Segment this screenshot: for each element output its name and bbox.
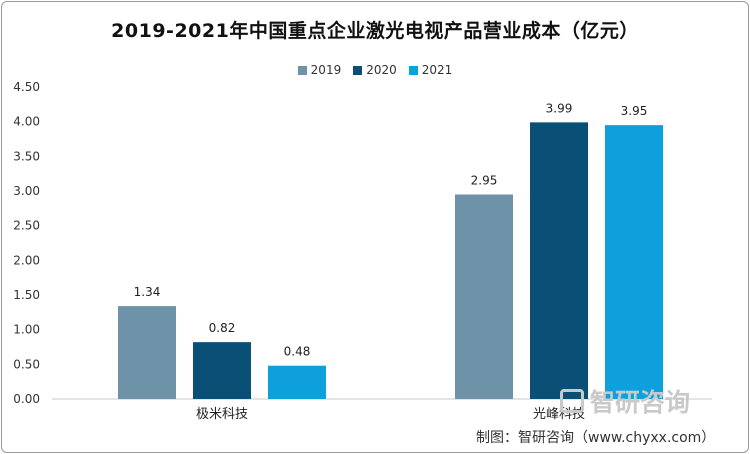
legend-swatch-2020 bbox=[353, 65, 363, 75]
x-tick-label: 极米科技 bbox=[196, 407, 248, 422]
bar-2019 bbox=[118, 306, 176, 399]
chart-title: 2019-2021年中国重点企业激光电视产品营业成本（亿元） bbox=[111, 20, 639, 42]
y-tick-label: 3.00 bbox=[13, 184, 40, 198]
legend-item-2019: 2019 bbox=[297, 63, 342, 77]
legend-swatch-2019 bbox=[297, 65, 307, 75]
data-label: 3.99 bbox=[546, 101, 573, 115]
legend-label-2021: 2021 bbox=[421, 63, 453, 77]
watermark: 智研咨询 bbox=[560, 383, 690, 419]
data-label: 1.34 bbox=[134, 285, 161, 299]
y-tick-label: 1.00 bbox=[13, 323, 40, 337]
y-tick-label: 2.00 bbox=[13, 253, 40, 267]
bar-2021 bbox=[605, 125, 663, 399]
legend-swatch-2021 bbox=[408, 65, 418, 75]
data-label: 3.95 bbox=[621, 104, 648, 118]
watermark-logo-icon bbox=[560, 389, 584, 413]
bar-2020 bbox=[193, 342, 251, 399]
y-tick-label: 0.00 bbox=[13, 392, 40, 406]
legend-label-2019: 2019 bbox=[310, 63, 342, 77]
watermark-text: 智研咨询 bbox=[590, 388, 691, 417]
source-credit: 制图：智研咨询（www.chyxx.com） bbox=[476, 430, 716, 446]
y-tick-label: 3.50 bbox=[13, 149, 40, 163]
legend-label-2020: 2020 bbox=[366, 63, 397, 77]
y-tick-label: 1.50 bbox=[13, 288, 40, 302]
data-label: 2.95 bbox=[471, 173, 498, 187]
bar-2020 bbox=[530, 122, 588, 400]
y-tick-label: 4.50 bbox=[13, 80, 40, 94]
y-tick-label: 0.50 bbox=[13, 357, 40, 371]
legend: 2019 2020 2021 bbox=[0, 63, 750, 77]
bar-2019 bbox=[455, 194, 513, 399]
bar-2021 bbox=[268, 365, 326, 399]
legend-item-2021: 2021 bbox=[408, 63, 453, 77]
y-tick-label: 2.50 bbox=[13, 219, 40, 233]
data-label: 0.48 bbox=[284, 345, 311, 359]
legend-item-2020: 2020 bbox=[353, 63, 397, 77]
y-tick-label: 4.00 bbox=[13, 115, 40, 129]
data-label: 0.82 bbox=[209, 321, 236, 335]
